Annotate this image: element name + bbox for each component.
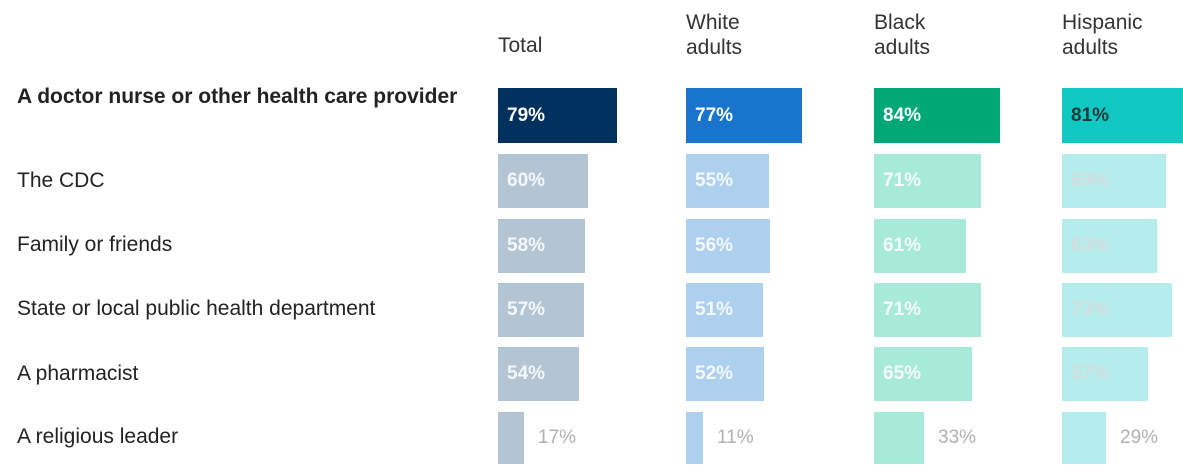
value-label-0-1: 60% <box>507 170 546 191</box>
bar-0-0 <box>498 88 617 143</box>
value-label-1-4: 52% <box>695 363 734 384</box>
bar-2-1 <box>874 154 981 208</box>
row-label-3: State or local public health department <box>17 297 376 320</box>
column-header-2: Black adults <box>874 11 931 59</box>
value-label-2-2: 61% <box>883 235 922 256</box>
bar-3-3 <box>1062 283 1172 337</box>
value-label-0-4: 54% <box>507 363 546 384</box>
column-header-1: White adults <box>686 11 743 59</box>
bar-0-3 <box>498 283 584 337</box>
bar-1-2 <box>686 219 770 273</box>
bar-0-4 <box>498 347 579 401</box>
bar-3-5 <box>1062 412 1106 464</box>
value-label-2-0: 84% <box>883 104 922 126</box>
value-label-3-5: 29% <box>1120 427 1159 448</box>
value-label-1-2: 56% <box>695 235 734 256</box>
value-label-3-2: 63% <box>1071 235 1110 256</box>
value-label-1-0: 77% <box>695 104 734 126</box>
bar-2-5 <box>874 412 924 464</box>
row-label-5: A religious leader <box>17 425 179 448</box>
bar-3-0 <box>1062 88 1183 143</box>
value-label-1-5: 11% <box>717 427 754 448</box>
value-label-0-3: 57% <box>507 299 546 320</box>
bar-2-3 <box>874 283 981 337</box>
value-label-3-3: 73% <box>1071 299 1110 320</box>
value-label-2-4: 65% <box>883 363 922 384</box>
bar-1-3 <box>686 283 763 337</box>
value-label-3-4: 57% <box>1071 363 1110 384</box>
bar-0-2 <box>498 219 585 273</box>
bar-1-0 <box>686 88 802 143</box>
value-label-2-3: 71% <box>883 299 922 320</box>
row-label-0: A doctor nurse or other health care prov… <box>17 85 458 108</box>
bar-2-2 <box>874 219 966 273</box>
bar-3-4 <box>1062 347 1148 401</box>
row-label-1: The CDC <box>17 169 105 192</box>
column-header-0: Total <box>498 34 543 57</box>
value-label-1-1: 55% <box>695 170 734 191</box>
column-header-3: Hispanic adults <box>1062 11 1143 59</box>
value-label-3-1: 69% <box>1071 170 1110 191</box>
value-label-1-3: 51% <box>695 299 734 320</box>
bar-1-5 <box>686 412 703 464</box>
bar-0-1 <box>498 154 588 208</box>
value-label-0-5: 17% <box>538 427 577 448</box>
value-label-2-1: 71% <box>883 170 922 191</box>
bar-3-1 <box>1062 154 1166 208</box>
value-label-0-0: 79% <box>507 104 546 126</box>
value-label-3-0: 81% <box>1071 104 1110 126</box>
bar-3-2 <box>1062 219 1157 273</box>
bar-2-4 <box>874 347 972 401</box>
row-label-4: A pharmacist <box>17 362 139 385</box>
row-label-2: Family or friends <box>17 233 173 256</box>
value-label-2-5: 33% <box>938 427 977 448</box>
bar-1-1 <box>686 154 769 208</box>
bar-2-0 <box>874 88 1000 143</box>
value-label-0-2: 58% <box>507 235 546 256</box>
bar-1-4 <box>686 347 764 401</box>
bar-0-5 <box>498 412 524 464</box>
